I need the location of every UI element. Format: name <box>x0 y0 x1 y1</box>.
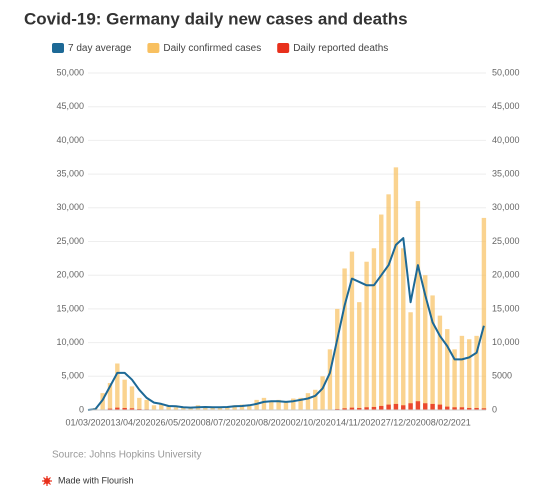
bar <box>401 248 405 410</box>
bar <box>350 252 354 410</box>
bar <box>386 405 390 410</box>
bar <box>269 402 273 410</box>
legend-label: Daily confirmed cases <box>163 43 261 54</box>
bar <box>115 363 119 410</box>
bar <box>416 401 420 410</box>
bar <box>408 403 412 410</box>
bar <box>423 403 427 410</box>
bar <box>328 349 332 410</box>
bar <box>372 248 376 410</box>
y-tick-label: 25,000 <box>56 236 84 246</box>
y2-tick-label: 35,000 <box>492 168 520 178</box>
x-tick-label: 08/07/2020 <box>201 417 246 427</box>
legend-label: Daily reported deaths <box>293 43 388 54</box>
bar <box>438 405 442 410</box>
y2-tick-label: 30,000 <box>492 202 520 212</box>
bar <box>247 406 251 410</box>
bar <box>379 406 383 410</box>
y2-tick-label: 20,000 <box>492 270 520 280</box>
chart-title: Covid-19: Germany daily new cases and de… <box>24 9 408 28</box>
bar <box>144 400 148 410</box>
source: Source: Johns Hopkins University <box>52 450 202 461</box>
credit: Made with Flourish <box>58 475 134 485</box>
bar <box>408 312 412 410</box>
y-tick-label: 40,000 <box>56 135 84 145</box>
bar <box>430 404 434 410</box>
x-tick-label: 08/02/2021 <box>426 417 471 427</box>
bar <box>445 329 449 410</box>
y-tick-label: 0 <box>79 404 84 414</box>
x-tick-label: 20/08/2020 <box>246 417 291 427</box>
y2-tick-label: 40,000 <box>492 135 520 145</box>
bar <box>137 398 141 410</box>
legend: 7 day average Daily confirmed cases Daily … <box>52 43 388 54</box>
legend-label: 7 day average <box>68 43 132 54</box>
y2-tick-label: 5000 <box>492 371 512 381</box>
bar <box>386 194 390 410</box>
y-tick-label: 45,000 <box>56 101 84 111</box>
y-tick-label: 50,000 <box>56 67 84 77</box>
bar <box>284 402 288 410</box>
flourish-logo <box>42 476 52 486</box>
bar <box>306 393 310 410</box>
y2-tick-label: 45,000 <box>492 101 520 111</box>
bar <box>379 215 383 410</box>
bar <box>320 376 324 410</box>
bar <box>357 302 361 410</box>
bar <box>394 167 398 410</box>
y2-tick-label: 10,000 <box>492 337 520 347</box>
x-tick-label: 02/10/2020 <box>291 417 336 427</box>
bar <box>416 201 420 410</box>
y-tick-label: 35,000 <box>56 168 84 178</box>
bar <box>166 407 170 410</box>
bar <box>122 380 126 410</box>
y2-tick-label: 0 <box>492 404 497 414</box>
bar <box>152 405 156 410</box>
y2-tick-label: 25,000 <box>492 236 520 246</box>
bar <box>130 386 134 410</box>
bar <box>262 398 266 410</box>
legend-swatch <box>147 43 159 53</box>
y-tick-label: 30,000 <box>56 202 84 212</box>
bar <box>430 295 434 410</box>
y-tick-label: 5,000 <box>61 371 84 381</box>
x-tick-label: 27/12/2020 <box>381 417 426 427</box>
x-tick-label: 14/11/2020 <box>336 417 380 427</box>
bar <box>467 339 471 410</box>
bar <box>394 404 398 410</box>
legend-swatch <box>277 43 289 53</box>
bar <box>460 336 464 410</box>
y2-tick-label: 15,000 <box>492 303 520 313</box>
bar <box>438 316 442 410</box>
x-tick-label: 13/04/2020 <box>111 417 156 427</box>
bar <box>335 309 339 410</box>
x-tick-label: 01/03/2020 <box>65 417 110 427</box>
bar <box>342 268 346 410</box>
bar <box>445 407 449 410</box>
y-tick-label: 10,000 <box>56 337 84 347</box>
y-tick-label: 20,000 <box>56 270 84 280</box>
y-tick-label: 15,000 <box>56 303 84 313</box>
y2-tick-label: 50,000 <box>492 67 520 77</box>
bar <box>482 218 486 410</box>
bar <box>313 390 317 410</box>
bar <box>401 405 405 410</box>
legend-swatch <box>52 43 64 53</box>
x-tick-label: 26/05/2020 <box>156 417 201 427</box>
